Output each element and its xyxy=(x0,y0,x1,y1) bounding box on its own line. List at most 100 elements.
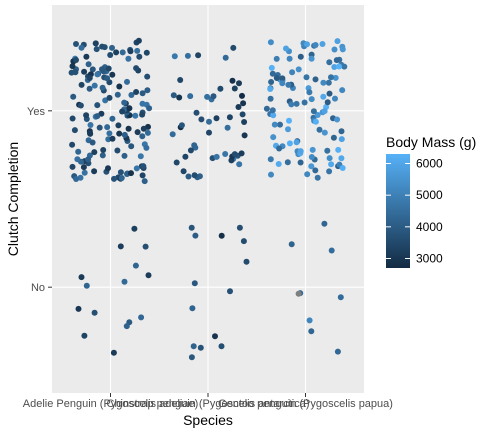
data-point xyxy=(133,65,140,72)
data-point xyxy=(119,49,126,56)
data-point xyxy=(96,124,103,131)
data-point xyxy=(334,348,341,355)
data-point xyxy=(275,161,282,167)
data-point xyxy=(106,130,113,137)
data-point xyxy=(123,323,130,330)
data-point xyxy=(210,93,217,100)
data-point xyxy=(78,81,85,88)
data-point xyxy=(297,148,304,155)
data-point xyxy=(308,96,315,103)
data-point xyxy=(170,92,177,99)
data-points xyxy=(68,37,348,361)
data-point xyxy=(107,52,114,58)
data-point xyxy=(306,89,313,96)
data-point xyxy=(106,94,113,101)
data-point xyxy=(93,46,100,53)
data-point xyxy=(213,153,220,160)
data-point xyxy=(81,68,88,75)
data-point xyxy=(240,100,247,107)
data-point xyxy=(110,349,117,356)
data-point xyxy=(182,153,189,160)
data-point xyxy=(286,117,292,124)
data-point xyxy=(231,85,238,92)
data-point xyxy=(197,344,204,351)
x-tick-label: Chinstrap penguin (Pygoscelis antarctica… xyxy=(107,398,310,410)
y-tick-label: Yes xyxy=(27,106,45,118)
data-point xyxy=(273,55,280,62)
data-point xyxy=(109,135,116,142)
data-point xyxy=(328,161,335,168)
data-point xyxy=(334,116,341,123)
data-point xyxy=(297,53,304,60)
data-point xyxy=(171,53,178,60)
data-point xyxy=(218,232,225,239)
data-point xyxy=(303,74,310,81)
data-point xyxy=(241,132,248,139)
data-point xyxy=(310,108,317,115)
data-point xyxy=(114,91,121,98)
data-point xyxy=(277,121,283,128)
data-point xyxy=(198,116,205,123)
data-point xyxy=(70,93,77,100)
data-point xyxy=(127,48,134,55)
data-point xyxy=(339,87,346,94)
data-point xyxy=(314,174,321,181)
data-point xyxy=(297,159,304,166)
data-point xyxy=(69,163,76,170)
data-point xyxy=(188,354,195,361)
data-point xyxy=(139,100,146,107)
data-point xyxy=(304,171,311,178)
data-point xyxy=(263,105,270,112)
data-point xyxy=(94,102,101,109)
data-point xyxy=(270,112,277,119)
data-point xyxy=(83,282,90,289)
data-point xyxy=(86,75,93,81)
data-point xyxy=(293,139,300,146)
data-point xyxy=(191,142,198,149)
data-point xyxy=(279,80,286,87)
data-point xyxy=(324,147,331,154)
data-point xyxy=(268,79,275,85)
data-point xyxy=(239,92,245,99)
data-point xyxy=(268,171,274,178)
data-point xyxy=(331,64,338,70)
data-point xyxy=(308,154,315,160)
data-point xyxy=(75,305,82,312)
data-point xyxy=(91,309,98,316)
data-point xyxy=(324,99,331,106)
data-point xyxy=(319,41,326,47)
data-point xyxy=(268,64,275,71)
legend-ticks: 3000 4000 5000 6000 xyxy=(386,157,443,266)
data-point xyxy=(279,75,286,82)
data-point xyxy=(326,168,333,175)
data-point xyxy=(338,155,345,162)
legend-tick-label: 6000 xyxy=(416,157,443,171)
data-point xyxy=(138,314,145,321)
data-point xyxy=(116,130,123,137)
data-point xyxy=(190,343,197,350)
data-point xyxy=(139,111,146,118)
data-point xyxy=(134,129,141,136)
data-point xyxy=(125,125,132,132)
data-point xyxy=(117,243,124,250)
data-point xyxy=(269,107,276,114)
data-point xyxy=(284,159,291,166)
data-point xyxy=(109,115,116,122)
data-point xyxy=(140,163,147,170)
data-point xyxy=(137,153,144,160)
data-point xyxy=(109,44,115,51)
legend-tick-label: 5000 xyxy=(416,188,443,202)
data-point xyxy=(224,124,231,131)
data-point xyxy=(133,89,140,95)
data-point xyxy=(267,86,274,92)
y-axis: No Yes xyxy=(27,106,52,294)
data-point xyxy=(86,85,93,92)
data-point xyxy=(128,170,134,177)
data-point xyxy=(83,112,90,119)
data-point xyxy=(100,147,107,153)
data-point xyxy=(295,290,302,297)
data-point xyxy=(124,78,130,85)
legend-tick-label: 4000 xyxy=(416,220,443,234)
data-point xyxy=(105,165,111,172)
data-point xyxy=(142,243,149,250)
